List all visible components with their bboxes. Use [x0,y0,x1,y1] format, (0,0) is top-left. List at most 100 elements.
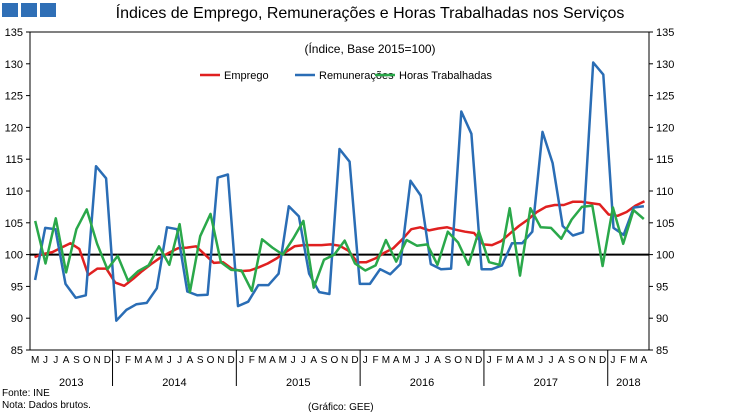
x-year-label: 2014 [162,377,186,389]
y-tick-label-right: 120 [656,122,674,134]
y-tick-label-left: 85 [11,345,23,357]
x-month-label: J [167,355,172,366]
x-month-label: M [258,355,266,366]
x-month-label: F [620,355,626,366]
x-month-label: M [526,355,534,366]
legend-label: Emprego [224,70,269,82]
x-month-label: F [249,355,255,366]
x-month-label: F [125,355,131,366]
chart-subtitle: (Índice, Base 2015=100) [304,42,436,56]
x-month-label: N [341,355,348,366]
legend-label: Remunerações [319,70,394,82]
x-month-label: M [155,355,163,366]
y-tick-label-left: 90 [11,313,23,325]
x-month-label: S [321,355,328,366]
x-month-label: J [363,355,368,366]
y-tick-label-right: 130 [656,59,674,71]
x-month-label: J [487,355,492,366]
x-year-label: 2015 [286,377,310,389]
x-month-label: F [496,355,502,366]
x-month-label: O [578,355,586,366]
note-text: Nota: Dados brutos. [2,400,91,411]
logo-square [21,3,37,17]
x-month-label: J [291,355,296,366]
y-tick-label-left: 125 [5,91,23,103]
x-month-label: J [115,355,120,366]
x-month-label: F [373,355,379,366]
x-month-label: M [402,355,410,366]
series-line-remunerações [33,61,645,322]
x-year-label: 2018 [616,377,640,389]
y-tick-label-right: 125 [656,91,674,103]
x-month-label: D [228,355,235,366]
x-month-label: J [425,355,430,366]
logo-square [40,3,56,17]
x-month-label: J [43,355,48,366]
x-month-label: A [517,355,524,366]
chart-title: Índices de Emprego, Remunerações e Horas… [115,5,625,22]
x-month-label: J [610,355,615,366]
y-tick-label-left: 130 [5,59,23,71]
x-month-label: D [475,355,482,366]
x-month-label: A [393,355,400,366]
x-month-label: O [83,355,91,366]
x-month-label: A [63,355,70,366]
x-month-label: M [134,355,142,366]
y-tick-label-right: 115 [656,154,674,166]
y-tick-label-right: 105 [656,218,674,230]
y-tick-label-left: 100 [5,250,23,262]
x-month-label: M [382,355,390,366]
y-tick-label-right: 100 [656,250,674,262]
x-month-label: S [73,355,80,366]
x-month-label: S [197,355,204,366]
x-month-label: J [301,355,306,366]
y-tick-label-left: 135 [5,27,23,39]
y-tick-label-right: 95 [656,281,668,293]
x-month-label: A [269,355,276,366]
x-month-label: A [310,355,317,366]
x-month-label: N [93,355,100,366]
logo-squares [2,3,56,17]
x-month-label: J [177,355,182,366]
x-month-label: A [641,355,648,366]
x-month-label: O [330,355,338,366]
x-month-label: A [187,355,194,366]
x-month-label: N [217,355,224,366]
x-month-label: D [351,355,358,366]
legend-label: Horas Trabalhadas [399,70,492,82]
y-tick-label-left: 110 [5,186,23,198]
credit-text: (Gráfico: GEE) [308,402,374,413]
x-month-label: M [279,355,287,366]
source-text: Fonte: INE [2,388,50,399]
x-month-label: J [53,355,58,366]
x-year-label: 2016 [410,377,434,389]
x-month-label: O [207,355,215,366]
x-month-label: D [104,355,111,366]
series-line-horas-trabalhadas [33,204,645,294]
y-tick-label-left: 120 [5,122,23,134]
x-month-label: N [465,355,472,366]
x-year-label: 2017 [534,377,558,389]
y-tick-label-right: 85 [656,345,668,357]
x-month-label: A [558,355,565,366]
x-month-label: M [31,355,39,366]
x-month-label: M [629,355,637,366]
x-month-label: D [599,355,606,366]
x-month-label: J [414,355,419,366]
y-tick-label-left: 95 [11,281,23,293]
x-month-label: N [589,355,596,366]
x-month-label: J [548,355,553,366]
y-tick-label-right: 135 [656,27,674,39]
x-year-label: 2013 [59,377,83,389]
x-month-label: M [506,355,514,366]
y-tick-label-right: 110 [656,186,674,198]
x-month-label: J [239,355,244,366]
y-tick-label-left: 115 [5,154,23,166]
x-month-label: A [434,355,441,366]
x-month-label: J [538,355,543,366]
x-month-label: S [444,355,451,366]
logo-square [2,3,18,17]
y-tick-label-left: 105 [5,218,23,230]
x-month-label: S [568,355,575,366]
